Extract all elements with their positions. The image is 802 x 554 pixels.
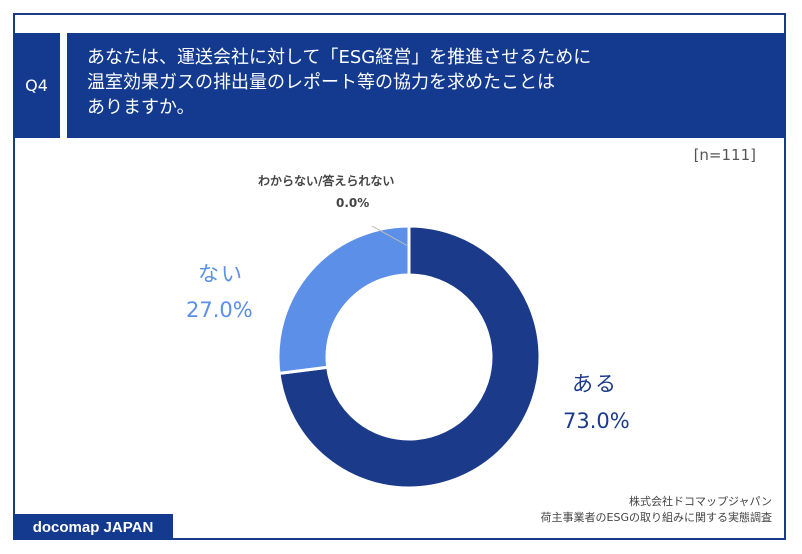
source-line-1: 株式会社ドコマップジャパン (629, 495, 772, 508)
unknown-leader-line (371, 225, 409, 247)
label-no-name: ない (198, 262, 244, 286)
label-yes-name: ある (572, 372, 618, 396)
question-line-2: 温室効果ガスの排出量のレポート等の協力を求めたことは (87, 72, 555, 93)
label-unknown-name: わからない/答えられない (258, 174, 395, 188)
question-number: Q4 (13, 33, 60, 138)
label-unknown-percent: 0.0% (336, 196, 370, 210)
sample-size: [n=111] (693, 146, 756, 164)
donut-slice-0 (277, 224, 542, 490)
question-line-3: ありますか。 (87, 97, 195, 118)
question-line-1: あなたは、運送会社に対して「ESG経営」を推進させるために (87, 47, 592, 68)
question-text: あなたは、運送会社に対して「ESG経営」を推進させるために 温室効果ガスの排出量… (67, 33, 786, 138)
source-credit: 株式会社ドコマップジャパン 荷主事業者のESGの取り組みに関する実態調査 (541, 494, 772, 526)
label-yes-percent: 73.0% (563, 409, 630, 433)
card-frame (13, 13, 786, 540)
donut-slice-1 (276, 224, 411, 376)
label-no-percent: 27.0% (186, 298, 253, 322)
source-line-2: 荷主事業者のESGの取り組みに関する実態調査 (540, 511, 772, 524)
brand-logo: docomap JAPAN (13, 514, 173, 540)
